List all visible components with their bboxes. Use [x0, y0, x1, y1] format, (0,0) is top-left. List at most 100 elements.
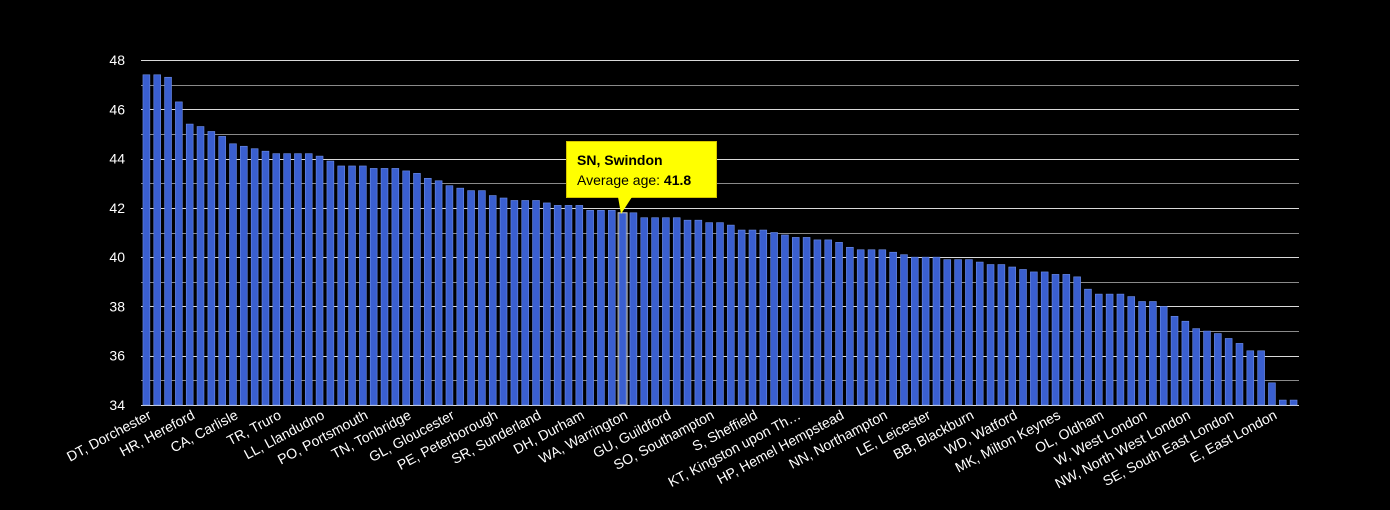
bar — [759, 229, 768, 406]
bar — [337, 165, 345, 406]
bar — [553, 205, 562, 406]
bar — [921, 256, 930, 406]
bar — [1095, 293, 1103, 406]
bar — [445, 185, 454, 406]
bar — [618, 212, 627, 406]
bar — [651, 217, 659, 406]
bars — [142, 74, 1298, 406]
bar — [911, 256, 919, 406]
bar — [802, 237, 811, 406]
tooltip-label: Average age: — [577, 172, 661, 188]
bar — [597, 210, 605, 406]
bar — [1138, 301, 1146, 406]
y-tick-label: 40 — [109, 249, 125, 265]
bar — [997, 264, 1006, 406]
bar — [737, 229, 746, 406]
bar — [391, 168, 400, 406]
bar — [846, 246, 854, 406]
bar — [824, 239, 832, 406]
y-tick-label: 34 — [109, 397, 125, 413]
bar — [705, 222, 713, 406]
tooltip: SN, Swindon Average age: 41.8 — [566, 141, 717, 198]
bar — [748, 229, 757, 406]
bar — [608, 210, 616, 406]
bar — [1224, 338, 1233, 406]
bar — [488, 195, 497, 406]
bar — [1019, 269, 1027, 406]
bar — [694, 219, 703, 406]
bar — [1289, 399, 1298, 406]
bar — [975, 261, 984, 406]
bar — [629, 212, 638, 406]
bar — [543, 202, 551, 406]
bar — [1116, 293, 1125, 406]
bar — [467, 190, 475, 406]
bar — [185, 123, 194, 406]
bar — [770, 232, 778, 406]
bar — [207, 131, 216, 406]
bar — [835, 242, 843, 406]
bar — [716, 222, 724, 406]
bar — [1084, 288, 1092, 406]
y-tick-label: 42 — [109, 200, 125, 216]
bar — [196, 126, 205, 406]
tooltip-value: 41.8 — [663, 172, 692, 188]
bar — [813, 239, 822, 406]
y-tick-label: 44 — [109, 151, 125, 167]
tooltip-title: SN, Swindon — [577, 152, 663, 168]
bar — [521, 200, 529, 406]
bar — [856, 249, 865, 406]
bar — [175, 101, 183, 406]
bar — [1214, 333, 1222, 406]
bar — [1192, 328, 1200, 406]
bar — [575, 205, 584, 406]
bar — [1105, 293, 1114, 406]
bar — [1149, 301, 1157, 406]
bar — [380, 168, 389, 406]
bar — [1051, 274, 1060, 406]
bar — [413, 173, 421, 406]
tooltip-body: Average age: 41.8 — [577, 170, 716, 190]
bar — [791, 237, 800, 406]
y-tick-label: 36 — [109, 348, 125, 364]
bar — [781, 234, 789, 406]
y-tick-label: 46 — [109, 101, 125, 117]
bar — [1279, 399, 1287, 406]
bar — [369, 168, 378, 406]
bar — [402, 170, 410, 406]
bar — [424, 177, 432, 406]
bar — [672, 217, 681, 406]
y-tick-label: 38 — [109, 298, 125, 314]
y-axis: 34 36 38 40 42 44 46 48 — [109, 52, 125, 413]
bar — [1170, 315, 1179, 406]
bar — [1159, 306, 1168, 406]
bar — [456, 187, 465, 406]
bar — [986, 264, 995, 406]
bar — [1073, 276, 1081, 406]
bar — [359, 165, 367, 406]
bar — [932, 256, 941, 406]
bar — [954, 259, 962, 406]
bar — [1127, 296, 1136, 406]
bar — [1235, 343, 1244, 406]
bar — [564, 205, 573, 406]
bar — [943, 259, 952, 406]
bar — [727, 224, 735, 406]
bar — [662, 217, 670, 406]
bar — [261, 150, 270, 406]
bar — [1268, 382, 1276, 406]
bar — [683, 219, 692, 406]
bar — [240, 145, 248, 406]
tooltip-pointer — [618, 197, 632, 214]
bar — [867, 249, 876, 406]
bar — [250, 148, 259, 406]
bar — [315, 155, 324, 406]
bar — [218, 136, 226, 406]
bar — [499, 197, 508, 406]
bar — [164, 76, 172, 406]
bar — [294, 153, 302, 406]
bar — [878, 249, 887, 406]
bar — [142, 74, 151, 406]
bar — [586, 210, 594, 406]
